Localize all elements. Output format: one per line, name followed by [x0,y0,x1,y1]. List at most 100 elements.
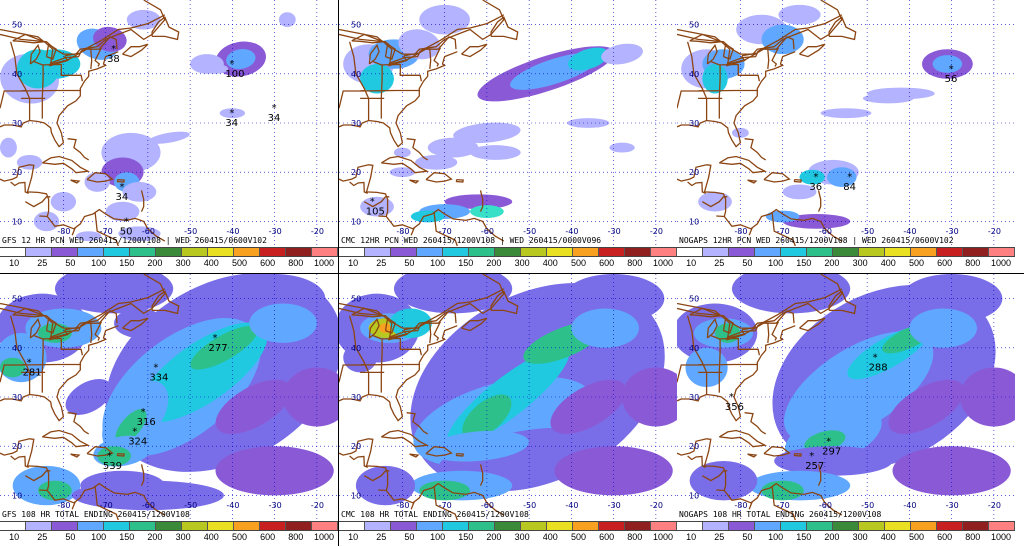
legend-value-label: 150 [796,258,812,268]
max-value-label: 277 [208,343,227,354]
precip-area [774,446,893,476]
legend-value-label: 50 [65,258,76,268]
color-legend-labels: 10 25 50 100 150 200 300 400 500 600 800 1000 [339,257,677,269]
legend-swatch [885,522,911,530]
coastline [677,28,795,65]
legend-swatch [755,248,781,256]
coastline [490,16,519,41]
legend-value-label: 800 [288,258,304,268]
precip-area [202,63,229,74]
longitude-tick-label: -70 [100,227,113,236]
legend-value-label: 1000 [652,532,673,542]
latitude-tick-label: 40 [12,70,22,79]
latitude-tick-label: 10 [689,491,699,500]
coastline [94,47,102,67]
coastline [33,334,62,340]
coastline [363,470,390,482]
legend-value-label: 800 [288,532,304,542]
legend-swatch [182,522,208,530]
coastline [455,452,464,457]
max-value-label: 105 [366,207,385,218]
coastline [151,16,180,41]
coastline [763,446,791,457]
legend-value-label: 10 [686,258,697,268]
coastline [461,317,488,332]
coastline [406,412,429,435]
legend-value-label: 100 [91,258,107,268]
precip-field [0,9,296,242]
max-marker: * [949,64,954,75]
legend-swatch [651,248,677,256]
legend-swatch [859,248,885,256]
color-legend-swatches [339,247,677,257]
precip-area [389,308,432,338]
coastline [799,43,826,58]
coastline [807,288,843,303]
panel-caption: CMC 108 HR TOTAL ENDING 260415/1200V108 [341,510,529,519]
latitude-tick-label: 50 [351,295,361,304]
coastline [0,28,118,65]
legend-value-label: 150 [119,532,135,542]
legend-swatch [365,248,391,256]
coastline [817,464,822,486]
coastline [687,181,706,194]
legend-value-label: 100 [430,258,446,268]
longitude-tick-label: -70 [100,501,113,510]
longitude-tick-label: -30 [946,227,959,236]
coastline [24,196,51,208]
precip-area [799,169,825,185]
coastline [686,315,708,395]
legend-swatch [260,248,286,256]
horizontal-divider [0,273,1024,274]
legend-value-label: 400 [542,258,558,268]
legend-swatch [417,248,443,256]
panel-caption: NOGAPS 12HR PCN WED 260415/1200V108 | WE… [679,236,954,245]
legend-swatch [755,522,781,530]
legend-value-label: 200 [147,532,163,542]
precip-area [469,145,521,160]
coastline [79,27,132,53]
legend-swatch [521,248,547,256]
longitude-tick-label: -60 [142,501,155,510]
precip-area [567,118,610,128]
longitude-tick-label: -50 [861,227,874,236]
coastline [429,49,432,69]
coastline [718,429,768,448]
precip-map: -80 -70 -60 -50 -40 -30 -20 10 20 30 40 50 [339,274,677,520]
precip-area [820,108,872,119]
legend-value-label: 50 [404,532,415,542]
latitude-tick-label: 20 [689,168,699,177]
max-marker: * [27,358,32,369]
coastline [677,164,843,242]
coastline [0,325,119,422]
coastline [399,64,423,82]
legend-value-label: 100 [768,532,784,542]
precip-area [909,308,977,348]
legend-value-label: 400 [880,258,896,268]
coastline [828,16,857,41]
latitude-tick-label: 20 [12,168,22,177]
legend-swatch [703,522,729,530]
coastline [140,464,145,486]
legend-swatch [339,248,365,256]
longitude-tick-label: -40 [565,227,578,236]
coastline [41,339,44,393]
legend-swatch [156,522,182,530]
legend-value-label: 25 [37,532,48,542]
legend-swatch [0,248,26,256]
precip-area [415,154,458,170]
legend-swatch [937,522,963,530]
latitude-tick-label: 30 [351,393,361,402]
max-marker: * [141,407,146,418]
legend-value-label: 300 [852,532,868,542]
legend-value-label: 200 [824,258,840,268]
legend-value-label: 1000 [313,532,334,542]
precip-area [0,137,17,158]
longitude-tick-label: -70 [439,501,452,510]
precip-area [888,379,965,434]
max-marker: * [847,172,852,183]
coastline [339,302,457,339]
legend-value-label: 100 [768,258,784,268]
coastlines [0,274,180,520]
legend-value-label: 50 [742,532,753,542]
